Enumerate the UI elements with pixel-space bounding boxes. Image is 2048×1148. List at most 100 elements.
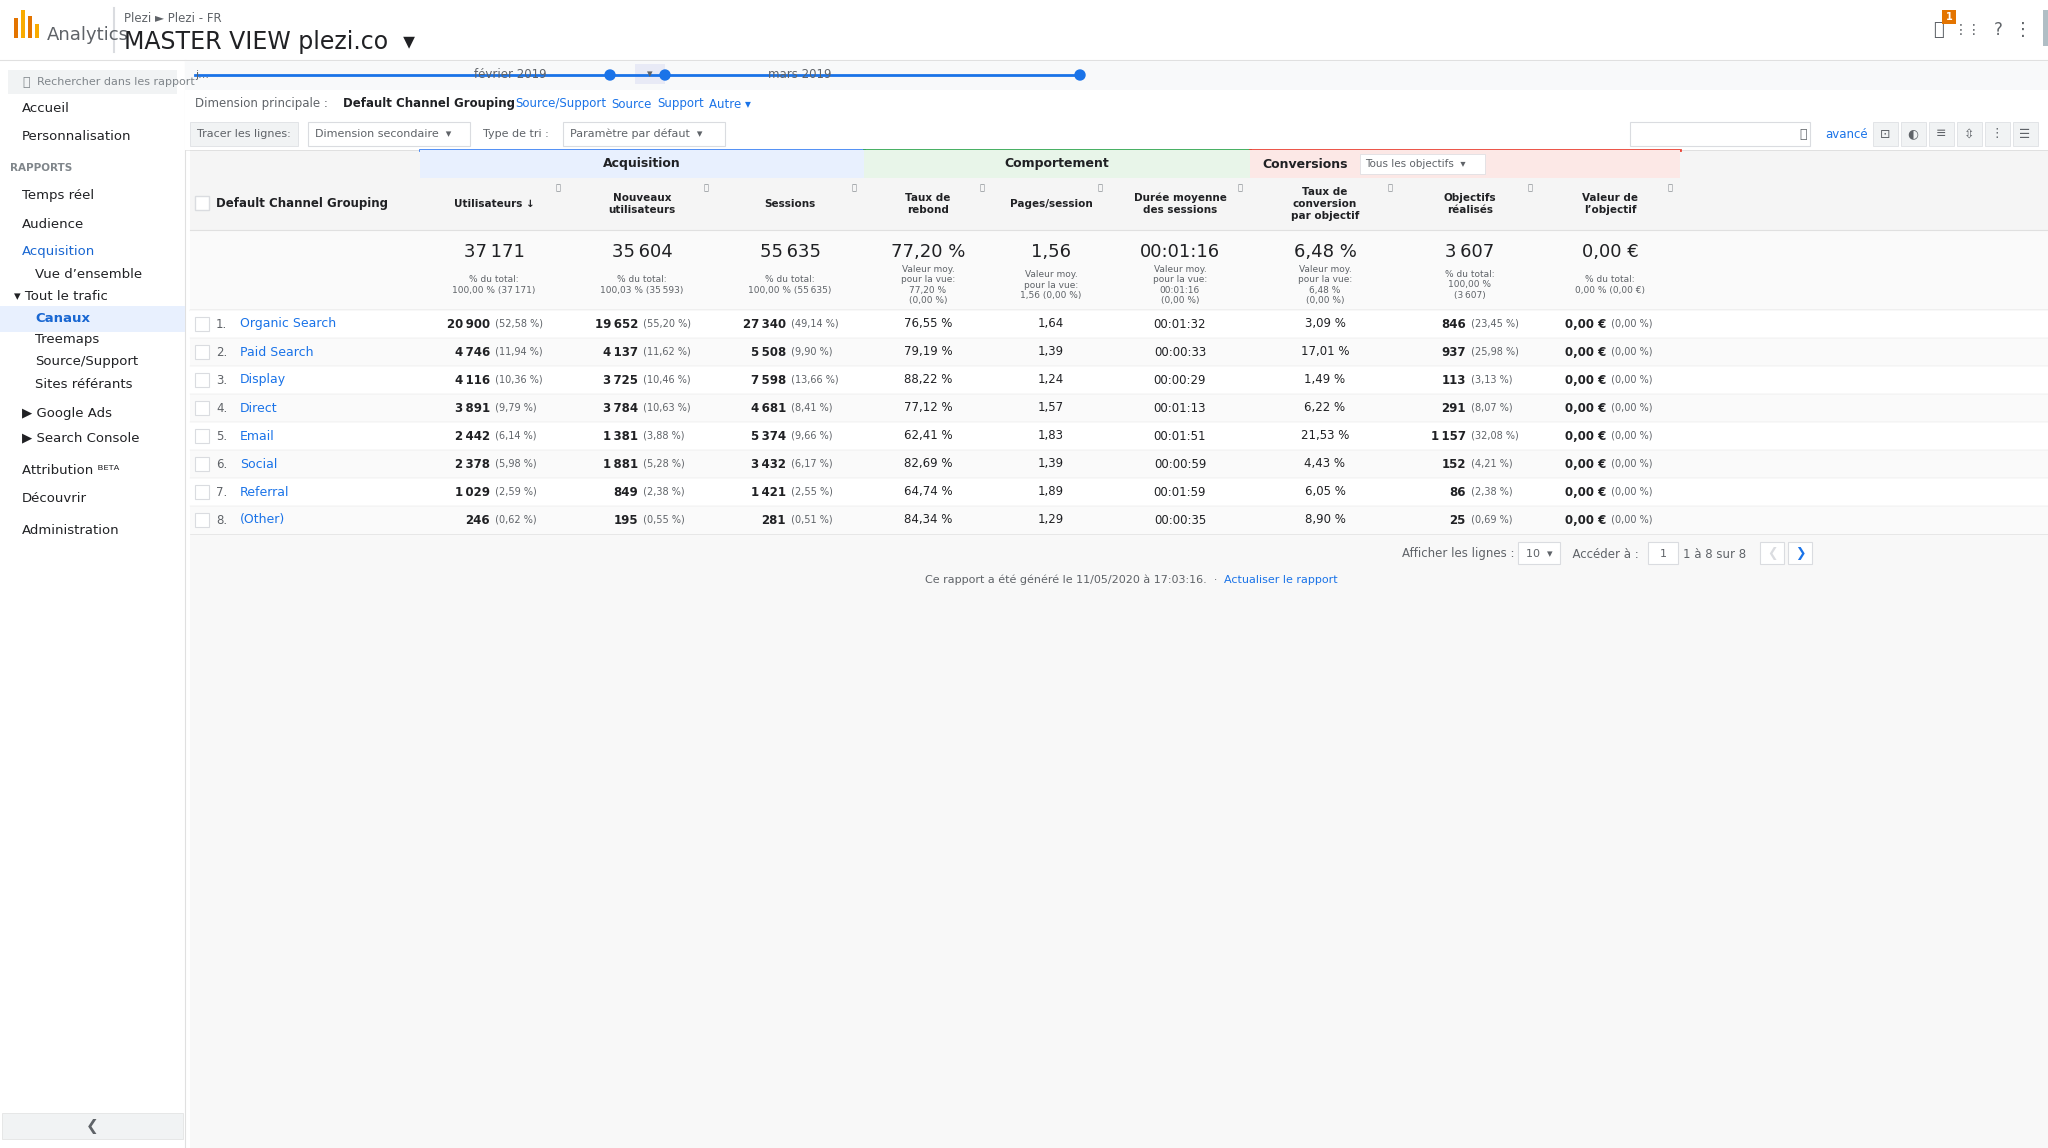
Text: ⓘ: ⓘ xyxy=(1528,184,1532,193)
Text: Valeur moy.
pour la vue:
6,48 %
(0,00 %): Valeur moy. pour la vue: 6,48 % (0,00 %) xyxy=(1298,265,1352,305)
Text: 1: 1 xyxy=(1946,11,1952,22)
Text: 1 381: 1 381 xyxy=(602,429,639,442)
Text: Découvrir: Découvrir xyxy=(23,491,86,504)
Text: 7 598: 7 598 xyxy=(752,373,786,387)
Text: Temps réel: Temps réel xyxy=(23,189,94,202)
Bar xyxy=(190,230,2048,310)
Text: Plezi ► Plezi - FR: Plezi ► Plezi - FR xyxy=(125,11,221,24)
Text: 00:00:35: 00:00:35 xyxy=(1153,513,1206,527)
Bar xyxy=(1874,122,1898,146)
Text: 6,22 %: 6,22 % xyxy=(1305,402,1346,414)
Text: Personnalisation: Personnalisation xyxy=(23,130,131,142)
Text: Valeur de
l’objectif: Valeur de l’objectif xyxy=(1581,193,1638,215)
Text: Taux de
rebond: Taux de rebond xyxy=(905,193,950,215)
Text: Dimension principale :: Dimension principale : xyxy=(195,98,328,110)
Text: (2,38 %): (2,38 %) xyxy=(639,487,684,497)
Text: Vue d’ensemble: Vue d’ensemble xyxy=(35,267,141,280)
Text: ⓘ: ⓘ xyxy=(555,184,561,193)
Bar xyxy=(1649,542,1677,564)
Text: 4,43 %: 4,43 % xyxy=(1305,458,1346,471)
Bar xyxy=(563,122,725,146)
Text: (32,08 %): (32,08 %) xyxy=(1468,430,1520,441)
Bar xyxy=(0,0,184,1148)
Text: 5.: 5. xyxy=(215,429,227,442)
Text: Paid Search: Paid Search xyxy=(240,346,313,358)
Bar xyxy=(195,484,209,499)
Text: Organic Search: Organic Search xyxy=(240,318,336,331)
Text: (2,59 %): (2,59 %) xyxy=(492,487,537,497)
Text: 0,00 €: 0,00 € xyxy=(1565,402,1606,414)
Text: (5,98 %): (5,98 %) xyxy=(492,459,537,470)
Text: Nouveaux
utilisateurs: Nouveaux utilisateurs xyxy=(608,193,676,215)
Text: Autre ▾: Autre ▾ xyxy=(709,98,752,110)
Bar xyxy=(635,64,666,84)
Text: 84,34 %: 84,34 % xyxy=(903,513,952,527)
Text: Conversions: Conversions xyxy=(1262,157,1348,171)
Text: 79,19 %: 79,19 % xyxy=(903,346,952,358)
Text: (4,21 %): (4,21 %) xyxy=(1468,459,1513,470)
Bar xyxy=(190,122,299,146)
Text: 5 374: 5 374 xyxy=(752,429,786,442)
Text: 1,56: 1,56 xyxy=(1030,243,1071,261)
Bar xyxy=(190,534,2048,1148)
Text: ⋮⋮: ⋮⋮ xyxy=(1954,23,1982,37)
Text: 281: 281 xyxy=(762,513,786,527)
Text: ⓘ: ⓘ xyxy=(979,184,985,193)
Bar xyxy=(1249,150,1679,178)
Text: (8,07 %): (8,07 %) xyxy=(1468,403,1513,413)
Text: 00:01:59: 00:01:59 xyxy=(1153,486,1206,498)
Text: 00:00:59: 00:00:59 xyxy=(1153,458,1206,471)
Text: (9,66 %): (9,66 %) xyxy=(788,430,831,441)
Text: ◐: ◐ xyxy=(1907,127,1919,140)
Text: ⇳: ⇳ xyxy=(1964,127,1974,140)
Text: ▶ Google Ads: ▶ Google Ads xyxy=(23,408,113,420)
Text: 1,64: 1,64 xyxy=(1038,318,1065,331)
Circle shape xyxy=(1075,70,1085,80)
Text: 3.: 3. xyxy=(215,373,227,387)
Bar xyxy=(190,366,2048,394)
Text: Source: Source xyxy=(610,98,651,110)
Text: 19 652: 19 652 xyxy=(594,318,639,331)
Text: ⓘ: ⓘ xyxy=(1667,184,1673,193)
Text: Email: Email xyxy=(240,429,274,442)
Bar xyxy=(20,10,25,38)
Bar xyxy=(1518,542,1561,564)
Text: 🔔: 🔔 xyxy=(1933,21,1944,39)
Text: (0,55 %): (0,55 %) xyxy=(639,515,684,525)
Text: Default Channel Grouping: Default Channel Grouping xyxy=(215,197,387,210)
Text: 1,49 %: 1,49 % xyxy=(1305,373,1346,387)
Text: (0,00 %): (0,00 %) xyxy=(1608,515,1653,525)
Text: Audience: Audience xyxy=(23,217,84,231)
Text: 35 604: 35 604 xyxy=(612,243,672,261)
Bar xyxy=(195,429,209,443)
Text: (25,98 %): (25,98 %) xyxy=(1468,347,1520,357)
Bar xyxy=(195,457,209,471)
Text: avancé: avancé xyxy=(1825,127,1868,140)
Text: (6,17 %): (6,17 %) xyxy=(788,459,834,470)
Text: Rechercher dans les rapport: Rechercher dans les rapport xyxy=(37,77,195,87)
Bar xyxy=(190,150,2048,178)
Text: 00:01:13: 00:01:13 xyxy=(1153,402,1206,414)
Bar xyxy=(195,317,209,331)
Text: 6,48 %: 6,48 % xyxy=(1294,243,1356,261)
Bar xyxy=(195,513,209,527)
Text: ❮: ❮ xyxy=(86,1118,98,1133)
Bar xyxy=(2044,10,2048,46)
Text: 00:00:33: 00:00:33 xyxy=(1153,346,1206,358)
Text: 1,57: 1,57 xyxy=(1038,402,1065,414)
Bar xyxy=(190,478,2048,506)
Text: 2.: 2. xyxy=(215,346,227,358)
Text: (0,00 %): (0,00 %) xyxy=(1608,347,1653,357)
Text: Accéder à :: Accéder à : xyxy=(1565,548,1638,560)
Bar xyxy=(35,24,39,38)
Text: 4 116: 4 116 xyxy=(455,373,489,387)
Text: 76,55 %: 76,55 % xyxy=(903,318,952,331)
Bar xyxy=(190,506,2048,534)
Text: % du total:
100,00 %
(3 607): % du total: 100,00 % (3 607) xyxy=(1446,270,1495,300)
Text: 1,39: 1,39 xyxy=(1038,458,1065,471)
Text: ?: ? xyxy=(1993,21,2003,39)
Text: Accueil: Accueil xyxy=(23,101,70,115)
Bar xyxy=(184,90,2048,118)
Text: Actualiser le rapport: Actualiser le rapport xyxy=(1225,575,1337,585)
Text: 1 à 8 sur 8: 1 à 8 sur 8 xyxy=(1683,548,1747,560)
